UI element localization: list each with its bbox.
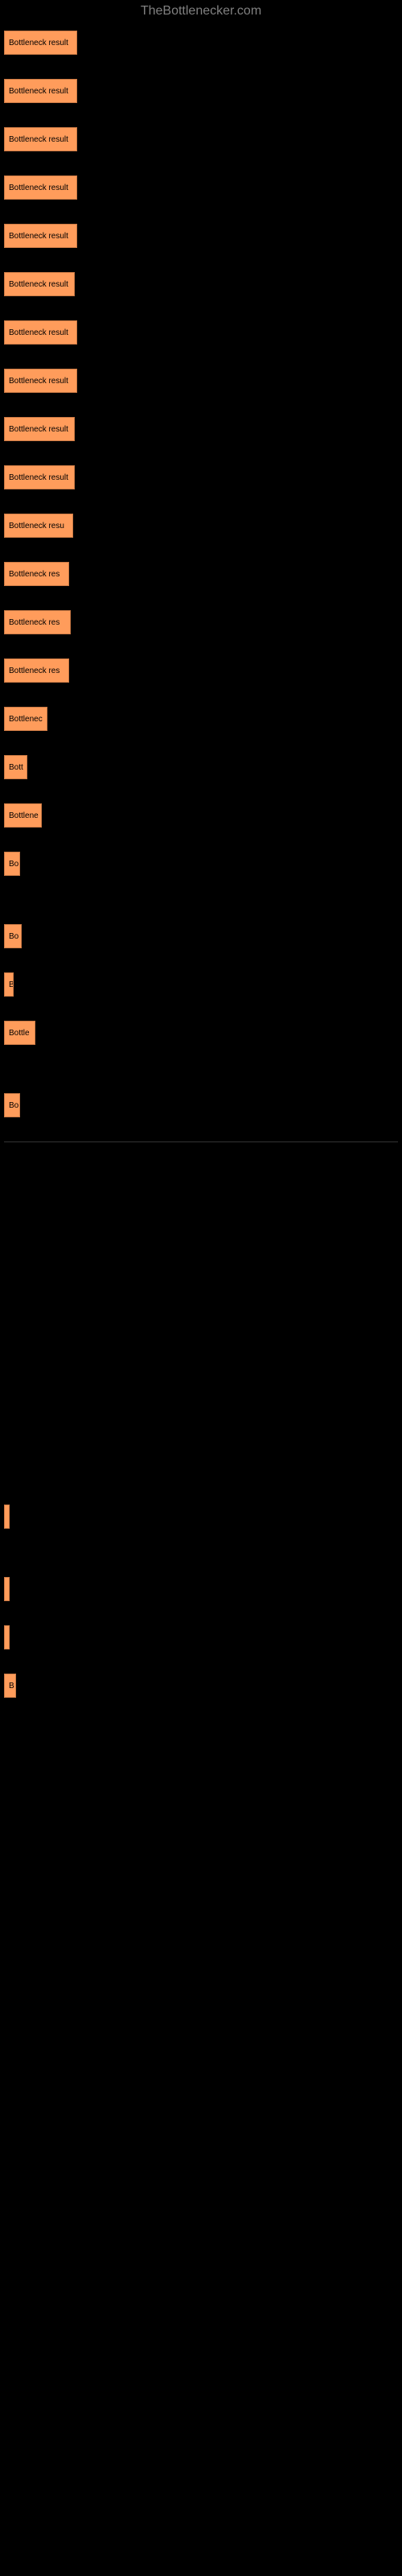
bar-row: B	[4, 1674, 398, 1698]
bar-row: Bottleneck result	[4, 175, 398, 200]
bar-row: Bo	[4, 924, 398, 948]
bar-row: Bottleneck result	[4, 127, 398, 151]
bar-row: Bottleneck res	[4, 658, 398, 683]
bar: Bottleneck res	[4, 562, 69, 586]
bar-row: B	[4, 972, 398, 997]
bar-text: Bottle	[9, 1029, 30, 1038]
bar: Bottleneck result	[4, 79, 77, 103]
bar-row: Bott	[4, 755, 398, 779]
bar	[4, 1505, 10, 1529]
bar-text: Bottleneck result	[9, 232, 68, 241]
bar-row: Bottlenec	[4, 707, 398, 731]
bar-row: Bottleneck res	[4, 610, 398, 634]
separator-line	[4, 1141, 398, 1142]
bar-text: Bottleneck result	[9, 87, 68, 96]
bar-row: Bottleneck result	[4, 272, 398, 296]
bar-text: Bottleneck result	[9, 39, 68, 47]
bar-text: Bottleneck result	[9, 184, 68, 192]
bar-text: Bo	[9, 1101, 18, 1110]
bar-text: Bottleneck result	[9, 135, 68, 144]
bar-row: Bottleneck result	[4, 224, 398, 248]
bar: Bottleneck result	[4, 127, 77, 151]
bar: Bottlene	[4, 803, 42, 828]
bar: Bottleneck result	[4, 320, 77, 345]
bar-row: Bottleneck result	[4, 320, 398, 345]
bar-row: Bottleneck result	[4, 417, 398, 441]
bar: Bo	[4, 924, 22, 948]
bar: Bottleneck result	[4, 175, 77, 200]
bar-row: Bottleneck result	[4, 465, 398, 489]
bar: Bottleneck result	[4, 369, 77, 393]
bar-row: Bottleneck result	[4, 31, 398, 55]
bar-row	[4, 1625, 398, 1649]
bar-text: B	[9, 980, 13, 989]
bar-text: Bo	[9, 860, 18, 869]
bar-text: Bottleneck res	[9, 618, 59, 627]
bar-row	[4, 1577, 398, 1601]
bar: Bottlenec	[4, 707, 47, 731]
bar: Bottleneck result	[4, 31, 77, 55]
bar: Bottleneck result	[4, 417, 75, 441]
bar: Bottleneck result	[4, 465, 75, 489]
bar: Bottleneck res	[4, 658, 69, 683]
bar-row	[4, 1505, 398, 1529]
bar-row: Bo	[4, 1093, 398, 1117]
bar-chart: Bottleneck result Bottleneck result Bottle…	[0, 23, 402, 1730]
bar: B	[4, 972, 14, 997]
bar-text: Bottlenec	[9, 715, 43, 724]
bar-text: Bottlene	[9, 811, 39, 820]
bar-row: Bottlene	[4, 803, 398, 828]
bar-text: Bottleneck result	[9, 425, 68, 434]
watermark: TheBottlenecker.com	[0, 0, 402, 23]
bar-text: Bottleneck res	[9, 667, 59, 675]
bar-text: Bottleneck res	[9, 570, 59, 579]
bar-row: Bottleneck res	[4, 562, 398, 586]
bar-text: Bo	[9, 932, 18, 941]
bar-row: Bottleneck result	[4, 79, 398, 103]
bar: Bott	[4, 755, 27, 779]
bar-row: Bottle	[4, 1021, 398, 1045]
bar-text: Bott	[9, 763, 23, 772]
bar: Bottleneck resu	[4, 514, 73, 538]
bar	[4, 1625, 10, 1649]
bar-text: Bottleneck result	[9, 280, 68, 289]
bar-text: Bottleneck result	[9, 377, 68, 386]
bar-text: Bottleneck result	[9, 328, 68, 337]
bar: Bottleneck result	[4, 272, 75, 296]
bar: Bo	[4, 1093, 20, 1117]
bar: B	[4, 1674, 16, 1698]
bar-text: Bottleneck result	[9, 473, 68, 482]
bar-row: Bo	[4, 852, 398, 876]
bar: Bottleneck result	[4, 224, 77, 248]
bar	[4, 1577, 10, 1601]
bar: Bottleneck res	[4, 610, 71, 634]
bar-text: Bottleneck resu	[9, 522, 64, 530]
bar-row: Bottleneck result	[4, 369, 398, 393]
bar-row: Bottleneck resu	[4, 514, 398, 538]
bar-text: B	[9, 1682, 14, 1690]
bar: Bo	[4, 852, 20, 876]
bar: Bottle	[4, 1021, 35, 1045]
